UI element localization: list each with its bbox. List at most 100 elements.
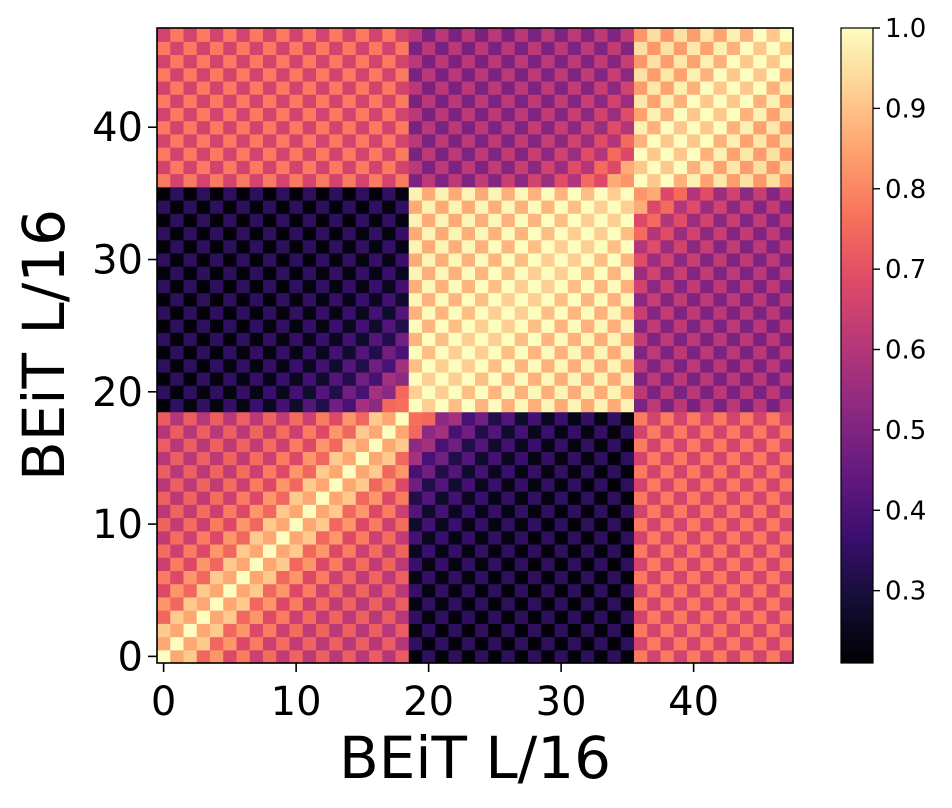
heatmap-cell xyxy=(581,477,595,492)
heatmap-cell xyxy=(634,491,648,505)
heatmap-cell xyxy=(713,67,728,82)
heatmap-cell xyxy=(687,226,701,241)
heatmap-cell xyxy=(249,147,264,161)
heatmap-cell xyxy=(435,94,450,108)
heatmap-cell xyxy=(475,54,489,69)
heatmap-cell xyxy=(382,570,397,585)
heatmap-cell xyxy=(342,67,357,82)
heatmap-cell xyxy=(422,94,436,108)
heatmap-cell xyxy=(634,398,648,413)
heatmap-cell xyxy=(223,239,238,254)
heatmap-cell xyxy=(329,596,344,611)
heatmap-cell xyxy=(514,345,529,360)
heatmap-cell xyxy=(594,226,609,241)
heatmap-cell xyxy=(581,67,595,82)
heatmap-cell xyxy=(607,147,622,161)
heatmap-cell xyxy=(726,345,741,360)
heatmap-cell xyxy=(475,411,489,426)
heatmap-cell xyxy=(620,570,635,585)
heatmap-cell xyxy=(541,424,556,439)
heatmap-cell xyxy=(276,530,291,545)
heatmap-cell xyxy=(183,54,198,69)
heatmap-cell xyxy=(647,94,662,108)
heatmap-cell xyxy=(766,160,781,175)
heatmap-cell xyxy=(249,543,264,558)
heatmap-cell xyxy=(541,67,556,82)
heatmap-cell xyxy=(236,41,251,56)
heatmap-cell xyxy=(501,252,516,267)
heatmap-cell xyxy=(713,583,728,598)
heatmap-cell xyxy=(342,332,357,347)
heatmap-cell xyxy=(501,477,516,492)
heatmap-cell xyxy=(316,517,330,532)
heatmap-cell xyxy=(700,596,715,611)
heatmap-cell xyxy=(514,133,529,148)
heatmap-cell xyxy=(779,424,794,439)
heatmap-cell xyxy=(687,292,701,307)
heatmap-cell xyxy=(316,292,330,307)
heatmap-cell xyxy=(302,332,317,347)
heatmap-cell xyxy=(289,67,304,82)
heatmap-cell xyxy=(501,213,516,228)
heatmap-cell xyxy=(541,517,556,532)
heatmap-cell xyxy=(488,41,503,56)
heatmap-cell xyxy=(183,186,198,201)
heatmap-cell xyxy=(263,80,277,95)
heatmap-cell xyxy=(183,67,198,82)
heatmap-cell xyxy=(395,411,410,426)
heatmap-cell xyxy=(369,67,383,82)
heatmap-cell xyxy=(779,292,794,307)
heatmap-cell xyxy=(316,252,330,267)
heatmap-cell xyxy=(687,570,701,585)
heatmap-cell xyxy=(607,239,622,254)
colorbar-tick-label: 0.6 xyxy=(885,336,926,366)
heatmap-cell xyxy=(581,345,595,360)
heatmap-cell xyxy=(647,411,662,426)
heatmap-cell xyxy=(276,80,291,95)
heatmap-cell xyxy=(329,345,344,360)
heatmap-cell xyxy=(263,583,277,598)
heatmap-cell xyxy=(766,41,781,56)
heatmap-cell xyxy=(249,517,264,532)
heatmap-cell xyxy=(223,623,238,638)
colorbar-tick-label: 0.5 xyxy=(885,416,926,446)
heatmap-cell xyxy=(528,398,542,413)
heatmap-cell xyxy=(422,371,436,386)
heatmap-cell xyxy=(541,173,556,188)
heatmap-cell xyxy=(594,186,609,201)
heatmap-cell xyxy=(753,199,768,214)
heatmap-cell xyxy=(581,107,595,122)
heatmap-cell xyxy=(157,107,171,122)
heatmap-cell xyxy=(289,636,304,651)
heatmap-cell xyxy=(329,610,344,624)
heatmap-cell xyxy=(740,358,754,373)
heatmap-cell xyxy=(541,530,556,545)
heatmap-cell xyxy=(395,491,410,505)
heatmap-cell xyxy=(620,226,635,241)
heatmap-cell xyxy=(687,133,701,148)
heatmap-cell xyxy=(435,160,450,175)
heatmap-cell xyxy=(236,186,251,201)
colorbar-tick-label: 1.0 xyxy=(885,14,926,44)
heatmap-cell xyxy=(408,67,423,82)
heatmap-cell xyxy=(382,557,397,571)
heatmap-cell xyxy=(647,358,662,373)
heatmap-cell xyxy=(607,292,622,307)
heatmap-cell xyxy=(355,530,370,545)
heatmap-cell xyxy=(223,557,238,571)
heatmap-cell xyxy=(740,332,754,347)
heatmap-cell xyxy=(660,319,675,333)
heatmap-cell xyxy=(488,596,503,611)
heatmap-cell xyxy=(740,477,754,492)
heatmap-cell xyxy=(276,610,291,624)
plot-frame xyxy=(156,27,794,664)
heatmap-cell xyxy=(422,477,436,492)
heatmap-cell xyxy=(435,398,450,413)
heatmap-cell xyxy=(594,252,609,267)
heatmap-cell xyxy=(435,252,450,267)
heatmap-cell xyxy=(157,424,171,439)
heatmap-cell xyxy=(594,266,609,280)
heatmap-cell xyxy=(475,424,489,439)
heatmap-cell xyxy=(382,424,397,439)
heatmap-cell xyxy=(634,332,648,347)
